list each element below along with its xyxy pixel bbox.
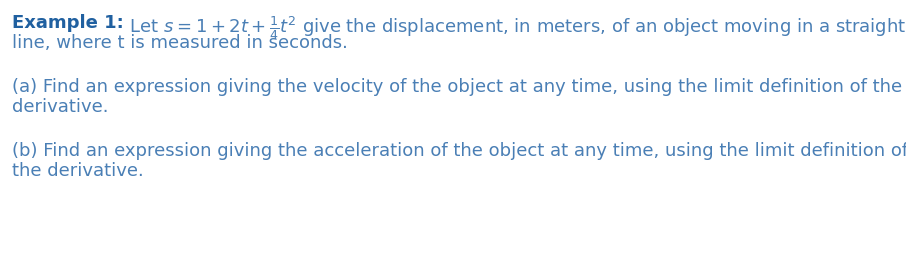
Text: (b) Find an expression giving the acceleration of the object at any time, using : (b) Find an expression giving the accele… <box>12 142 906 160</box>
Text: derivative.: derivative. <box>12 98 109 116</box>
Text: Example 1:: Example 1: <box>12 14 124 32</box>
Text: Let $s = 1 + 2t + \frac{1}{4}t^2$ give the displacement, in meters, of an object: Let $s = 1 + 2t + \frac{1}{4}t^2$ give t… <box>124 14 906 42</box>
Text: (a) Find an expression giving the velocity of the object at any time, using the : (a) Find an expression giving the veloci… <box>12 78 902 96</box>
Text: the derivative.: the derivative. <box>12 162 144 180</box>
Text: line, where t is measured in seconds.: line, where t is measured in seconds. <box>12 34 348 52</box>
